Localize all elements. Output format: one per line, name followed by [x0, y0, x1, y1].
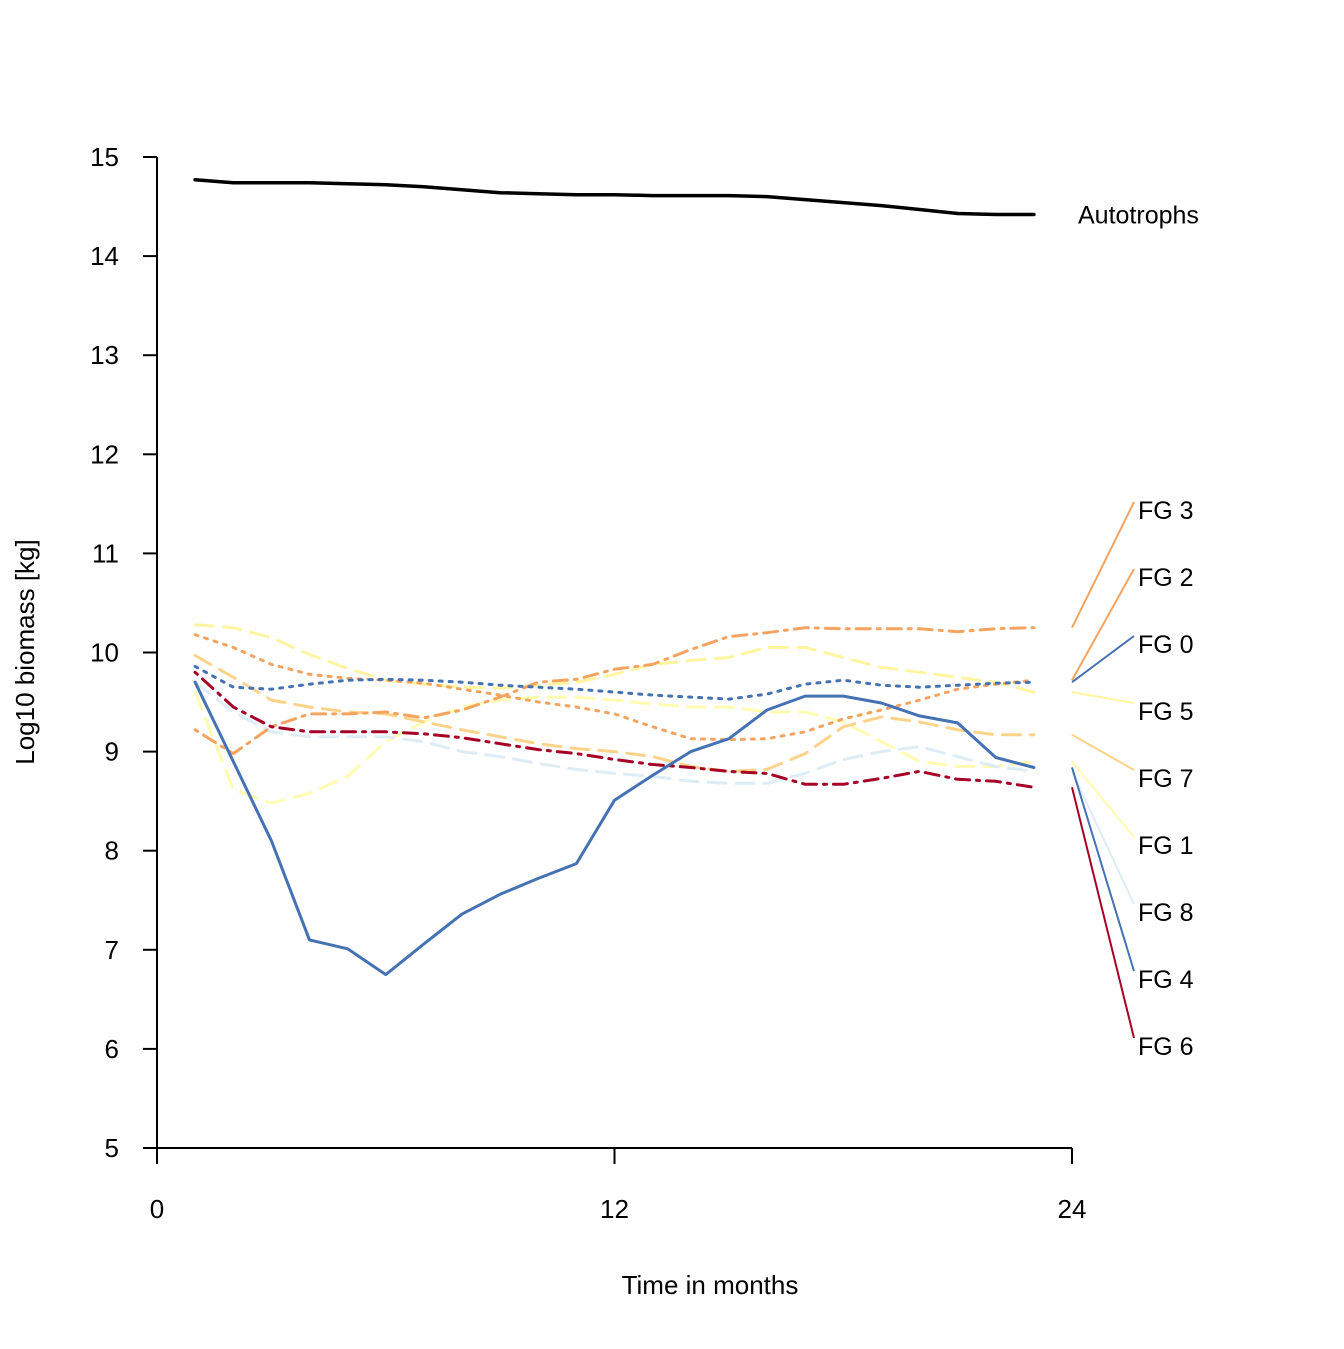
- y-tick-label: 5: [105, 1133, 119, 1163]
- y-axis-title: Log10 biomass [kg]: [10, 539, 40, 764]
- axes: 5 6 7 8 9 10 11 12 13 14 15 0 12 24: [90, 142, 1086, 1224]
- series-line-autotrophs: [193, 178, 1036, 217]
- x-tick-label: 12: [600, 1194, 629, 1224]
- series-label-fg-8: FG 8: [1138, 899, 1194, 927]
- y-tick-label: 7: [105, 935, 119, 965]
- series-line-fg-3: [193, 626, 1036, 756]
- y-tick-label: 15: [90, 142, 119, 172]
- y-tick-label: 14: [90, 241, 119, 271]
- x-axis-title: Time in months: [622, 1270, 799, 1300]
- leader-line-fg-5: [1071, 691, 1135, 704]
- series-line-fg-7: [193, 654, 1036, 773]
- leader-line-fg-3: [1071, 501, 1135, 629]
- series-label-fg-4: FG 4: [1138, 966, 1194, 994]
- leader-line-fg-2: [1071, 568, 1135, 681]
- series-label-fg-5: FG 5: [1138, 698, 1194, 726]
- series-label-fg-0: FG 0: [1138, 631, 1194, 659]
- leader-line-fg-1: [1071, 760, 1135, 838]
- series-label-fg-3: FG 3: [1138, 497, 1194, 525]
- series-line-fg-5: [193, 623, 1036, 694]
- y-tick-label: 8: [105, 836, 119, 866]
- y-tick-label: 6: [105, 1034, 119, 1064]
- y-tick-label: 10: [90, 638, 119, 668]
- y-tick-label: 13: [90, 340, 119, 370]
- leader-line-fg-7: [1071, 733, 1135, 771]
- series-line-fg-8: [193, 680, 1036, 785]
- leader-line-fg-6: [1071, 787, 1135, 1039]
- series-label-autotrophs: Autotrophs: [1078, 201, 1199, 229]
- series-label-fg-1: FG 1: [1138, 832, 1194, 860]
- series-label-fg-7: FG 7: [1138, 765, 1194, 793]
- series-line-fg-4: [193, 680, 1036, 977]
- y-tick-label: 11: [92, 538, 119, 568]
- y-tick-label: 12: [90, 439, 119, 469]
- x-tick-label: 0: [150, 1194, 164, 1224]
- leader-line-fg-8: [1071, 770, 1135, 905]
- series-line-fg-1: [193, 690, 1036, 805]
- series-lines: [193, 178, 1036, 977]
- leader-line-fg-0: [1071, 635, 1135, 684]
- series-label-fg-2: FG 2: [1138, 564, 1194, 592]
- series-label-fg-6: FG 6: [1138, 1033, 1194, 1061]
- series-line-fg-6: [193, 670, 1036, 789]
- series-labels: Autotrophs FG 3 FG 2 FG 0 FG 5 FG 7 FG 1 FG 8 FG…: [1071, 201, 1199, 1061]
- y-tick-label: 9: [105, 737, 119, 767]
- leader-line-fg-4: [1071, 767, 1135, 972]
- x-tick-label: 24: [1058, 1194, 1087, 1224]
- series-line-fg-2: [193, 633, 1036, 742]
